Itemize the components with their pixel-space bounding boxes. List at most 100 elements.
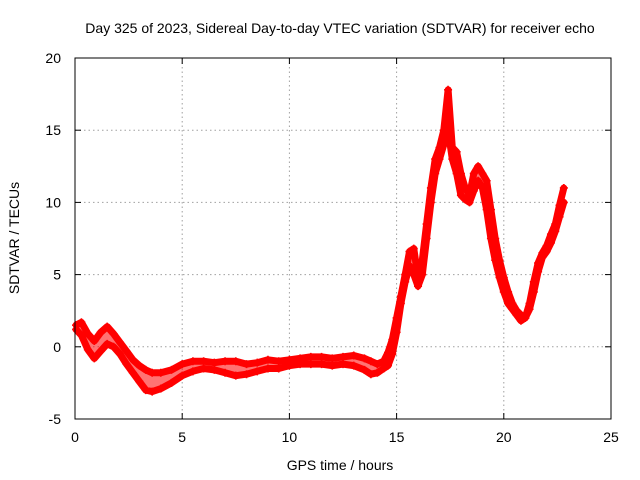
data-point (349, 361, 358, 370)
data-point (141, 386, 150, 395)
y-tick-label: 10 (45, 194, 61, 210)
series-line-lower-trace (72, 126, 568, 396)
data-point (122, 347, 131, 356)
data-point (72, 325, 81, 334)
data-point (516, 316, 525, 325)
data-point (444, 126, 453, 135)
data-point (525, 305, 534, 314)
data-point (116, 338, 125, 347)
data-point (396, 299, 405, 308)
x-tick-label: 10 (282, 429, 298, 445)
data-point (559, 198, 568, 207)
data-point (360, 365, 369, 374)
data-point (199, 364, 208, 373)
data-point (242, 370, 251, 379)
x-tick-label: 5 (178, 429, 186, 445)
data-point (529, 287, 538, 296)
data-point (296, 360, 305, 369)
data-point (422, 234, 431, 243)
data-point (360, 354, 369, 363)
data-point (317, 360, 326, 369)
data-point (409, 244, 418, 253)
data-point (274, 357, 283, 366)
x-tick-label: 15 (389, 429, 405, 445)
data-point (388, 350, 397, 359)
y-axis-label: SDTVAR / TECUs (6, 182, 22, 294)
data-point (418, 270, 427, 279)
data-point (77, 331, 86, 340)
data-point (109, 342, 118, 351)
data-point (538, 253, 547, 262)
grid-lines (75, 58, 611, 419)
y-tick-label: 20 (45, 50, 61, 66)
data-point (210, 358, 219, 367)
data-point (534, 267, 543, 276)
data-point (559, 183, 568, 192)
data-point (90, 354, 99, 363)
data-point (210, 365, 219, 374)
data-point (135, 361, 144, 370)
data-point (426, 198, 435, 207)
data-point (448, 155, 457, 164)
data-point (405, 261, 414, 270)
data-point (148, 368, 157, 377)
data-point (551, 227, 560, 236)
data-point (148, 387, 157, 396)
data-point (474, 162, 483, 171)
plot-frame (74, 57, 612, 420)
data-point (456, 191, 465, 200)
data-point (339, 352, 347, 361)
x-tick-label: 25 (603, 429, 619, 445)
data-point (263, 364, 272, 373)
data-point (253, 358, 262, 367)
data-point (135, 377, 144, 386)
data-point (199, 357, 208, 366)
data-point (83, 329, 92, 338)
data-point (231, 357, 240, 366)
data-point (90, 337, 99, 346)
data-point (366, 357, 375, 366)
data-point (285, 361, 294, 370)
data-point (116, 350, 125, 359)
data-point (373, 360, 382, 369)
data-point (444, 85, 453, 94)
y-tick-label: 5 (53, 267, 61, 283)
data-point (141, 365, 150, 374)
data-point (188, 357, 197, 366)
data-point (221, 357, 230, 366)
data-point (379, 364, 388, 373)
data-point (306, 360, 315, 369)
data-point (384, 361, 393, 370)
data-point (221, 368, 230, 377)
data-point (469, 169, 478, 178)
data-point (482, 205, 491, 214)
data-point (122, 360, 131, 369)
x-tick-label: 20 (496, 429, 512, 445)
data-point (366, 370, 375, 379)
data-point (167, 365, 176, 374)
y-tick-label: 15 (45, 122, 61, 138)
data-point (178, 360, 187, 369)
data-point (439, 140, 448, 149)
data-point (274, 364, 283, 373)
data-point (465, 198, 474, 207)
y-tick-label: 0 (53, 339, 61, 355)
data-traces (72, 85, 568, 396)
data-point (392, 328, 401, 337)
data-point (128, 355, 137, 364)
data-point (491, 256, 500, 265)
data-point (486, 234, 495, 243)
data-point (542, 247, 551, 256)
data-point (495, 273, 504, 282)
data-point (499, 287, 508, 296)
data-point (156, 384, 165, 393)
data-point (263, 355, 272, 364)
data-point (478, 183, 487, 192)
data-point (253, 367, 262, 376)
data-point (504, 299, 513, 308)
y-tick-label: -5 (49, 411, 62, 427)
data-point (178, 371, 187, 380)
chart-title: Day 325 of 2023, Sidereal Day-to-day VTE… (85, 20, 595, 36)
data-point (405, 247, 414, 256)
